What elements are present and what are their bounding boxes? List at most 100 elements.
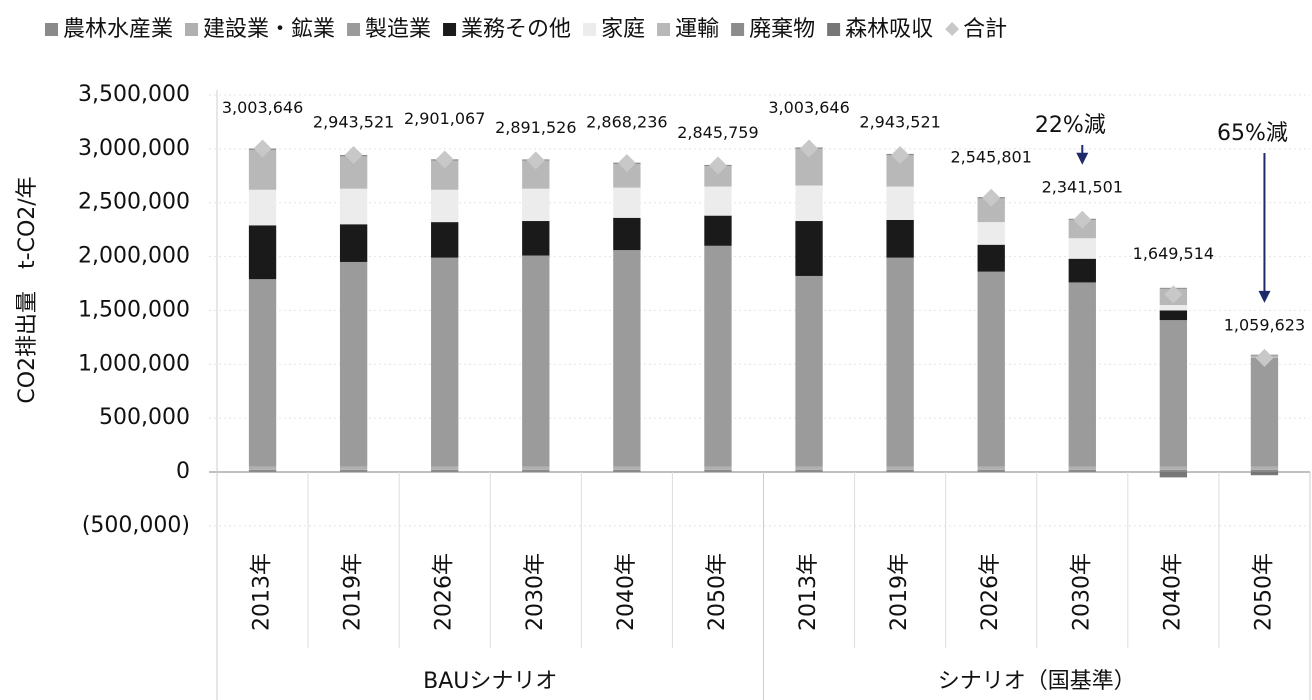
x-tick-label: 2019年	[887, 553, 912, 631]
x-tick-label: 2040年	[1160, 553, 1185, 631]
total-marker	[982, 188, 1001, 207]
y-tick-label: 1,500,000	[78, 297, 190, 322]
bar-segment	[977, 244, 1005, 272]
bar-segment	[1159, 472, 1188, 478]
data-label: 2,341,501	[1042, 177, 1123, 196]
bar-segment	[248, 279, 277, 467]
data-label: 3,003,646	[768, 98, 849, 117]
bar-segment	[431, 189, 459, 223]
y-tick-label: 0	[176, 459, 190, 484]
data-label: 2,943,521	[313, 112, 394, 131]
total-marker	[344, 145, 363, 164]
bar-segment	[886, 466, 914, 470]
annotation-arrowhead	[1076, 152, 1089, 165]
bar-segment	[1250, 357, 1279, 467]
data-label: 2,943,521	[859, 112, 940, 131]
bar-segment	[795, 221, 823, 276]
bar-segment	[795, 466, 823, 470]
x-tick-label: 2026年	[432, 553, 457, 631]
total-marker	[526, 151, 545, 170]
legend-label: 家庭	[601, 17, 645, 42]
bar-segment	[704, 215, 732, 246]
bar-segment	[977, 469, 1005, 472]
y-tick-label: (500,000)	[82, 513, 190, 538]
bar-segment	[522, 221, 550, 256]
bar-segment	[1159, 305, 1188, 311]
bar-segment	[795, 469, 823, 472]
annotation: 22%減	[1035, 113, 1106, 138]
bar-segment	[1068, 219, 1096, 239]
total-marker	[891, 145, 910, 164]
y-tick-label: 3,500,000	[78, 82, 190, 107]
legend-swatch	[443, 23, 457, 36]
legend-swatch	[945, 22, 960, 36]
x-tick-label: 2050年	[705, 553, 730, 631]
bar-segment	[977, 222, 1005, 245]
bar-segment	[977, 466, 1005, 470]
legend-label: 森林吸収	[845, 17, 933, 42]
x-tick-label: 2026年	[978, 553, 1003, 631]
bar-segment	[1159, 310, 1188, 321]
bar-segment	[977, 198, 1005, 223]
total-marker	[253, 139, 272, 158]
bar-segment	[522, 255, 550, 467]
x-tick-label: 2040年	[614, 553, 639, 631]
legend-swatch	[827, 23, 841, 36]
y-tick-label: 500,000	[99, 405, 190, 430]
data-label: 2,868,236	[586, 113, 667, 132]
bar-segment	[704, 469, 732, 472]
bar-segment	[1159, 320, 1188, 467]
bar-segment	[795, 275, 823, 467]
bar-segment	[248, 466, 277, 470]
group-label: シナリオ（国基準）	[938, 669, 1136, 694]
total-marker	[1164, 285, 1183, 304]
data-label: 2,891,526	[495, 118, 576, 137]
legend-label: 業務その他	[461, 17, 571, 42]
total-marker	[617, 154, 636, 173]
legend-swatch	[583, 23, 597, 36]
x-tick-label: 2019年	[341, 553, 366, 631]
legend-label: 運輸	[675, 17, 719, 42]
bar-segment	[795, 185, 823, 222]
bar-segment	[1068, 282, 1096, 467]
legend-label: 建設業・鉱業	[203, 17, 335, 42]
total-marker	[708, 156, 727, 175]
bar-segment	[1068, 258, 1096, 283]
bar-segment	[1068, 466, 1096, 470]
legend-label: 廃棄物	[749, 17, 815, 42]
total-marker	[1255, 348, 1274, 367]
y-tick-label: 2,500,000	[78, 190, 190, 215]
bar-segment	[248, 225, 277, 280]
bar-segment	[248, 189, 277, 226]
bar-segment	[886, 469, 914, 472]
bar-segment	[248, 469, 277, 472]
bar-segment	[1250, 466, 1279, 470]
bar-segment	[339, 261, 368, 467]
legend-swatch	[657, 23, 671, 36]
group-label: BAUシナリオ	[423, 669, 557, 694]
total-marker	[435, 150, 454, 169]
data-label: 2,901,067	[404, 109, 485, 128]
bar-segment	[339, 224, 368, 262]
bar-segment	[704, 186, 732, 216]
bar-segment	[613, 163, 641, 188]
bar-segment	[704, 466, 732, 470]
bar-segment	[1159, 466, 1188, 470]
bar-segment	[613, 469, 641, 472]
data-label: 2,845,759	[677, 123, 758, 142]
total-marker	[1073, 210, 1092, 229]
data-label: 3,003,646	[222, 98, 303, 117]
annotation-arrowhead	[1258, 290, 1271, 303]
bar-segment	[977, 271, 1005, 467]
x-tick-label: 2013年	[250, 553, 275, 631]
bar-segment	[431, 222, 459, 258]
legend-swatch	[347, 23, 361, 36]
bar-segment	[522, 466, 550, 470]
bar-segment	[1159, 469, 1188, 472]
bar-segment	[1068, 238, 1096, 259]
total-marker	[800, 139, 819, 158]
x-tick-label: 2030年	[1069, 553, 1094, 631]
bar-segment	[1250, 472, 1279, 476]
bar-segment	[522, 469, 550, 472]
